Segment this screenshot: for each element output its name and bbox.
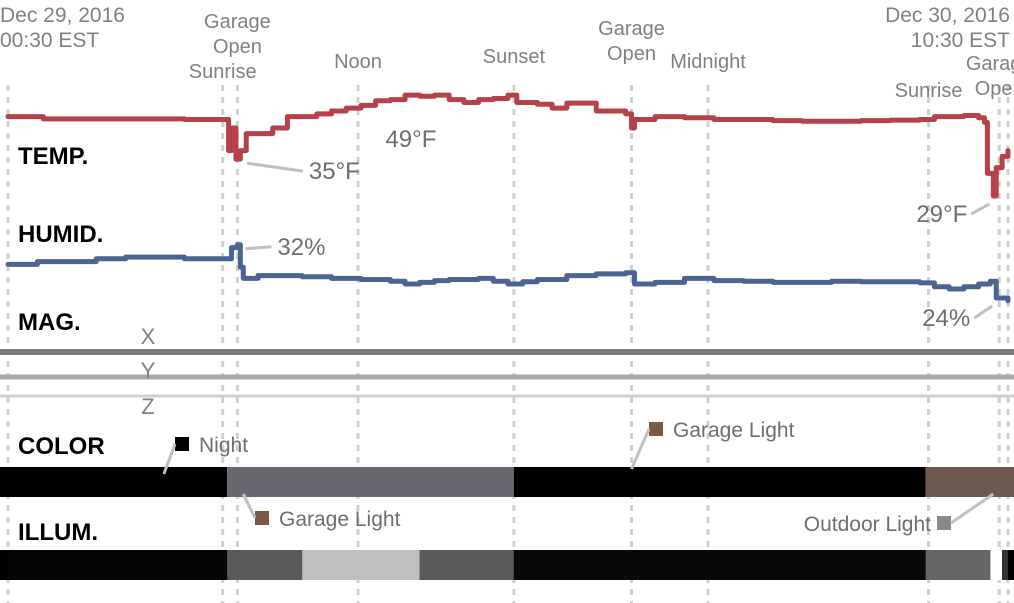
event-label-5-line-0: Midnight [670, 51, 746, 73]
color-segment-3 [925, 467, 1008, 497]
mag-axis-label-z: Z [141, 394, 154, 419]
row-label-humid: HUMID. [18, 221, 103, 248]
color-legend-leader-0 [162, 443, 177, 475]
color-segment-2 [513, 467, 926, 497]
illum-segment-0 [8, 550, 228, 580]
row-label-temp: TEMP. [18, 143, 88, 170]
event-label-1-line-0: Garage [204, 11, 271, 33]
annotation-leader-2 [970, 202, 991, 216]
illum-segment-5 [925, 550, 991, 580]
event-label-4-line-1: Open [607, 43, 656, 65]
annotation-3: 32% [277, 234, 325, 261]
end-date: Dec 30, 2016 [885, 4, 1010, 27]
mag-axis-label-x: X [141, 324, 156, 349]
illum-segment-3 [419, 550, 514, 580]
start-timestamp: Dec 29, 2016 00:30 EST [0, 3, 125, 53]
color-legend-leader-2 [630, 428, 651, 470]
color-legend-swatch-0 [175, 437, 189, 451]
humid-line [5, 242, 1011, 304]
start-date: Dec 29, 2016 [0, 4, 125, 27]
row-labels: TEMP. HUMID. MAG. COLOR ILLUM. [18, 143, 105, 546]
event-gridlines [6, 85, 1010, 603]
magnetometer-traces: XYZ [0, 324, 1014, 419]
event-label-7-line-0: Garage [966, 53, 1014, 75]
series-lines [5, 92, 1011, 304]
illum-segment-7 [1002, 550, 1008, 580]
color-legend-label-0: Night [199, 434, 248, 457]
event-label-2-line-0: Noon [334, 51, 382, 73]
annotation-leader-0 [246, 161, 304, 173]
annotations: 35°F 49°F 29°F 32% 24% [245, 126, 994, 332]
end-time: 10:30 EST [910, 29, 1010, 52]
annotation-1: 49°F [385, 126, 436, 153]
annotation-0: 35°F [309, 158, 360, 185]
color-legend-label-1: Garage Light [279, 508, 401, 531]
end-timestamp: Dec 30, 2016 10:30 EST [885, 3, 1010, 53]
color-segment-0 [8, 467, 228, 497]
color-legend-swatch-1 [255, 511, 269, 525]
illumination-strip [0, 550, 1014, 580]
row-label-mag: MAG. [18, 309, 81, 336]
event-label-1-line-1: Open [213, 36, 262, 58]
color-legend: Night Garage Light Garage Light Outdoor Lig… [162, 419, 995, 536]
annotation-leader-4 [973, 304, 994, 320]
color-segment-tail [1008, 467, 1014, 497]
event-label-4-line-0: Garage [598, 18, 665, 40]
color-strip [0, 467, 1014, 497]
color-legend-leader-3 [950, 492, 995, 525]
mag-axis-label-y: Y [141, 358, 156, 383]
start-time: 00:30 EST [0, 29, 100, 52]
event-label-7-line-1: Open [975, 78, 1014, 100]
temp-line [5, 92, 1011, 199]
color-legend-swatch-3 [937, 516, 951, 530]
row-label-illum: ILLUM. [18, 519, 98, 546]
illum-segment-2 [302, 550, 420, 580]
illum-segment-4 [513, 550, 926, 580]
row-label-color: COLOR [18, 433, 105, 460]
color-legend-leader-1 [241, 493, 257, 519]
annotation-leader-3 [245, 245, 272, 251]
color-segment-lead [0, 467, 8, 497]
annotation-4: 24% [922, 305, 970, 332]
color-segment-1 [227, 467, 514, 497]
color-legend-label-3: Outdoor Light [804, 513, 931, 536]
color-legend-label-2: Garage Light [673, 419, 795, 442]
event-label-0-line-0: Sunrise [189, 61, 257, 83]
illum-segment-6 [990, 550, 1003, 580]
color-legend-swatch-2 [649, 422, 663, 436]
annotation-2: 29°F [916, 201, 967, 228]
event-label-3-line-0: Sunset [483, 46, 546, 68]
event-label-6-line-0: Sunrise [895, 80, 963, 102]
illum-segment-1 [227, 550, 303, 580]
